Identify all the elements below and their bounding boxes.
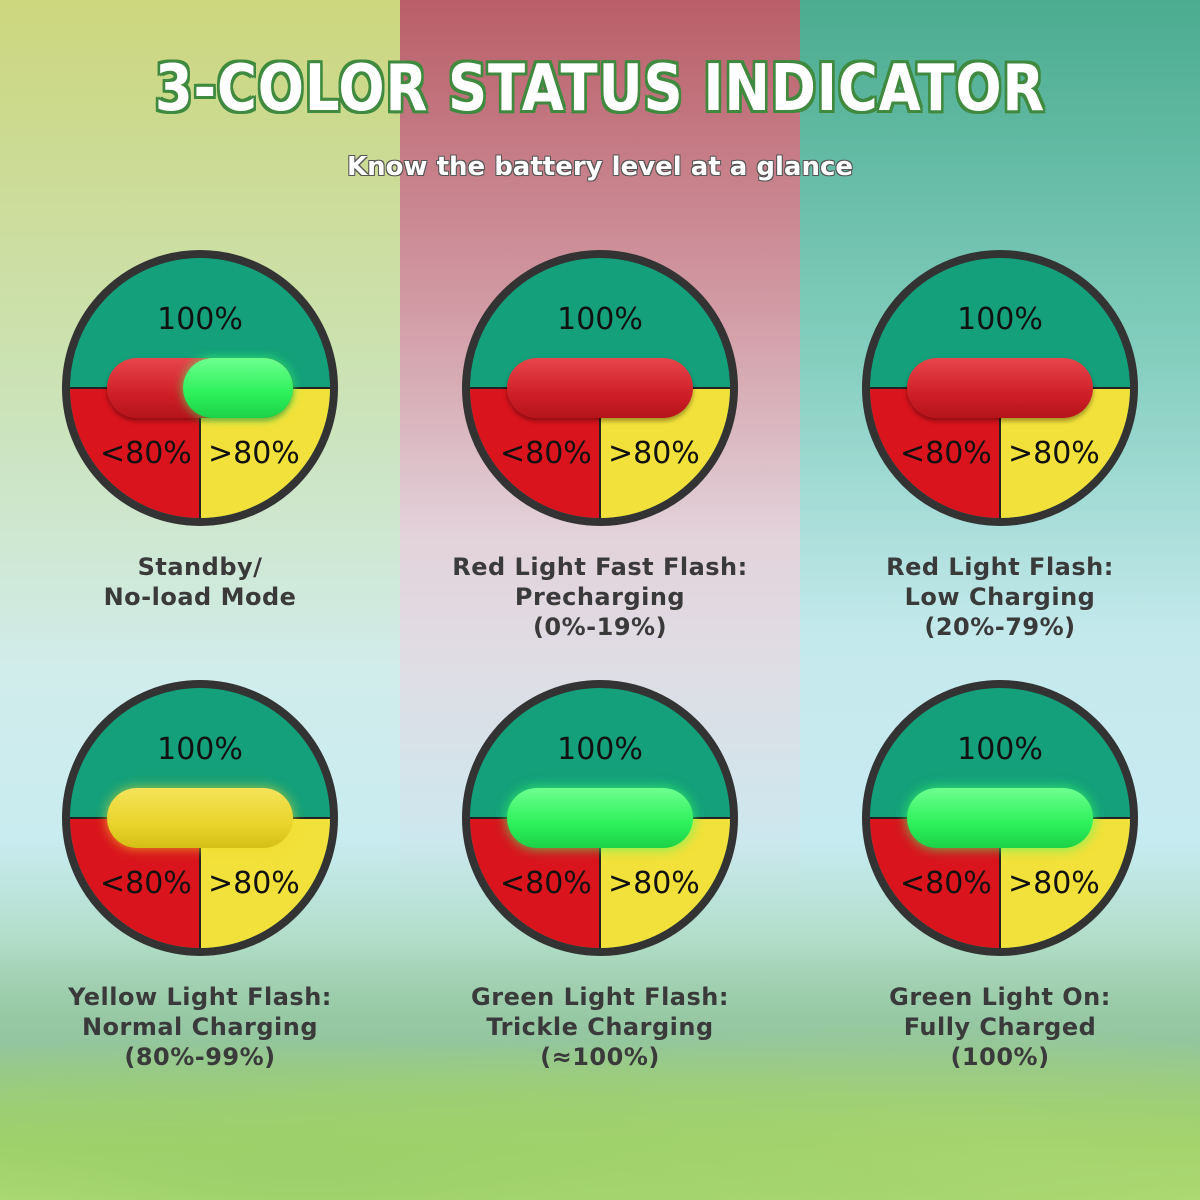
caption-line: Yellow Light Flash: [68,983,332,1011]
zone-label-above-80: >80% [608,866,700,901]
caption-line: (0%-19%) [532,613,668,641]
zone-label-100: 100% [557,302,643,337]
indicator-light-green [183,358,293,418]
caption-line: (20%-79%) [924,613,1076,641]
indicator-light-yellow [107,788,293,848]
divider [599,818,601,948]
zone-label-below-80: <80% [900,436,992,471]
status-caption: Green Light On: Fully Charged (100%) [800,982,1200,1072]
battery-dial: 100% <80% >80% [62,680,338,956]
caption-line: (100%) [950,1043,1050,1071]
caption-line: Precharging [514,583,686,611]
caption-line: (80%-99%) [124,1043,276,1071]
zone-label-below-80: <80% [500,436,592,471]
indicator-light-red [907,358,1093,418]
zone-label-below-80: <80% [100,866,192,901]
indicator-light-green [907,788,1093,848]
zone-label-above-80: >80% [208,866,300,901]
caption-line: Green Light On: [889,983,1111,1011]
battery-dial: 100% <80% >80% [862,680,1138,956]
zone-label-100: 100% [957,732,1043,767]
caption-line: Low Charging [904,583,1096,611]
zone-label-100: 100% [157,302,243,337]
indicator-light-red [507,358,693,418]
zone-label-100: 100% [557,732,643,767]
caption-line: Standby/ [137,553,263,581]
caption-line: Red Light Fast Flash: [452,553,748,581]
zone-label-above-80: >80% [1008,436,1100,471]
indicator-light-red [107,358,293,418]
caption-line: No-load Mode [103,583,297,611]
page-subtitle: Know the battery level at a glance [346,152,854,182]
zone-label-100: 100% [157,732,243,767]
battery-dial: 100% <80% >80% [862,250,1138,526]
caption-line: Fully Charged [903,1013,1097,1041]
zone-label-above-80: >80% [208,436,300,471]
battery-dial: 100% <80% >80% [62,250,338,526]
status-caption: Standby/ No-load Mode [0,552,400,612]
caption-line: Normal Charging [81,1013,319,1041]
battery-dial: 100% <80% >80% [462,680,738,956]
status-caption: Green Light Flash: Trickle Charging (≈10… [400,982,800,1072]
zone-label-below-80: <80% [900,866,992,901]
zone-label-100: 100% [957,302,1043,337]
indicator-light-green [507,788,693,848]
grass-hills [0,940,1200,1200]
zone-label-below-80: <80% [100,436,192,471]
caption-line: Green Light Flash: [471,983,729,1011]
status-caption: Red Light Flash: Low Charging (20%-79%) [800,552,1200,642]
battery-dial: 100% <80% >80% [462,250,738,526]
page-title: 3-COLOR STATUS INDICATOR [154,52,1046,126]
divider [999,818,1001,948]
caption-line: (≈100%) [540,1043,660,1071]
zone-label-below-80: <80% [500,866,592,901]
status-caption: Yellow Light Flash: Normal Charging (80%… [0,982,400,1072]
divider [199,388,201,518]
zone-label-above-80: >80% [608,436,700,471]
divider [999,388,1001,518]
caption-line: Trickle Charging [486,1013,714,1041]
caption-line: Red Light Flash: [886,553,1114,581]
divider [199,818,201,948]
divider [599,388,601,518]
status-caption: Red Light Fast Flash: Precharging (0%-19… [400,552,800,642]
zone-label-above-80: >80% [1008,866,1100,901]
